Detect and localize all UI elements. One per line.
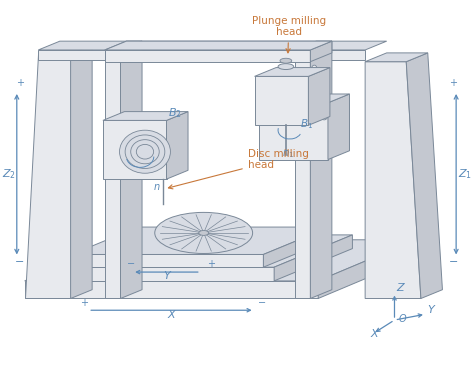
Polygon shape	[259, 94, 349, 103]
Polygon shape	[259, 103, 328, 159]
Text: +: +	[81, 298, 88, 308]
Text: Y: Y	[428, 305, 435, 315]
Text: Y: Y	[163, 271, 170, 281]
Ellipse shape	[278, 64, 294, 69]
Polygon shape	[318, 240, 416, 299]
Polygon shape	[365, 53, 428, 62]
Polygon shape	[103, 120, 166, 179]
Ellipse shape	[119, 130, 171, 173]
Polygon shape	[365, 62, 421, 299]
Polygon shape	[105, 41, 332, 50]
Polygon shape	[38, 50, 365, 60]
Polygon shape	[295, 41, 332, 50]
Text: Disc milling
head: Disc milling head	[168, 149, 309, 189]
Polygon shape	[166, 111, 188, 179]
Polygon shape	[25, 240, 416, 281]
Ellipse shape	[280, 58, 292, 63]
Text: −: −	[258, 298, 266, 308]
Text: O: O	[399, 314, 406, 324]
Text: X: X	[370, 329, 378, 339]
Polygon shape	[105, 50, 310, 62]
Polygon shape	[310, 41, 332, 299]
Polygon shape	[264, 227, 330, 267]
Text: −: −	[448, 257, 458, 267]
Polygon shape	[103, 111, 188, 120]
Polygon shape	[310, 41, 332, 62]
Polygon shape	[59, 235, 352, 267]
Polygon shape	[105, 41, 142, 50]
Text: −: −	[128, 259, 136, 269]
Polygon shape	[72, 227, 330, 255]
Polygon shape	[71, 45, 92, 299]
Polygon shape	[59, 267, 274, 281]
Text: Z: Z	[396, 283, 404, 293]
Polygon shape	[309, 68, 330, 125]
Text: $Z_2$: $Z_2$	[2, 167, 16, 181]
Polygon shape	[328, 94, 349, 159]
Ellipse shape	[155, 213, 253, 254]
Polygon shape	[25, 281, 318, 299]
Text: +: +	[449, 78, 457, 88]
Text: $Z_1$: $Z_1$	[458, 167, 472, 181]
Text: $n_1$: $n_1$	[282, 149, 294, 161]
Ellipse shape	[199, 231, 209, 235]
Text: +: +	[207, 259, 215, 269]
Polygon shape	[255, 68, 330, 76]
Polygon shape	[38, 41, 387, 50]
Polygon shape	[25, 54, 71, 299]
Text: $B_1$: $B_1$	[300, 117, 313, 131]
Polygon shape	[120, 41, 142, 299]
Polygon shape	[105, 50, 120, 299]
Polygon shape	[38, 45, 92, 54]
Polygon shape	[406, 53, 442, 299]
Text: X: X	[168, 310, 175, 320]
Text: Plunge milling
head: Plunge milling head	[252, 15, 326, 53]
Polygon shape	[295, 50, 310, 299]
Text: −: −	[15, 257, 25, 267]
Polygon shape	[72, 255, 264, 267]
Text: $B_2$: $B_2$	[168, 107, 182, 120]
Polygon shape	[255, 76, 309, 125]
Polygon shape	[274, 235, 352, 281]
Text: $n$: $n$	[153, 182, 161, 192]
Text: +: +	[16, 78, 24, 88]
